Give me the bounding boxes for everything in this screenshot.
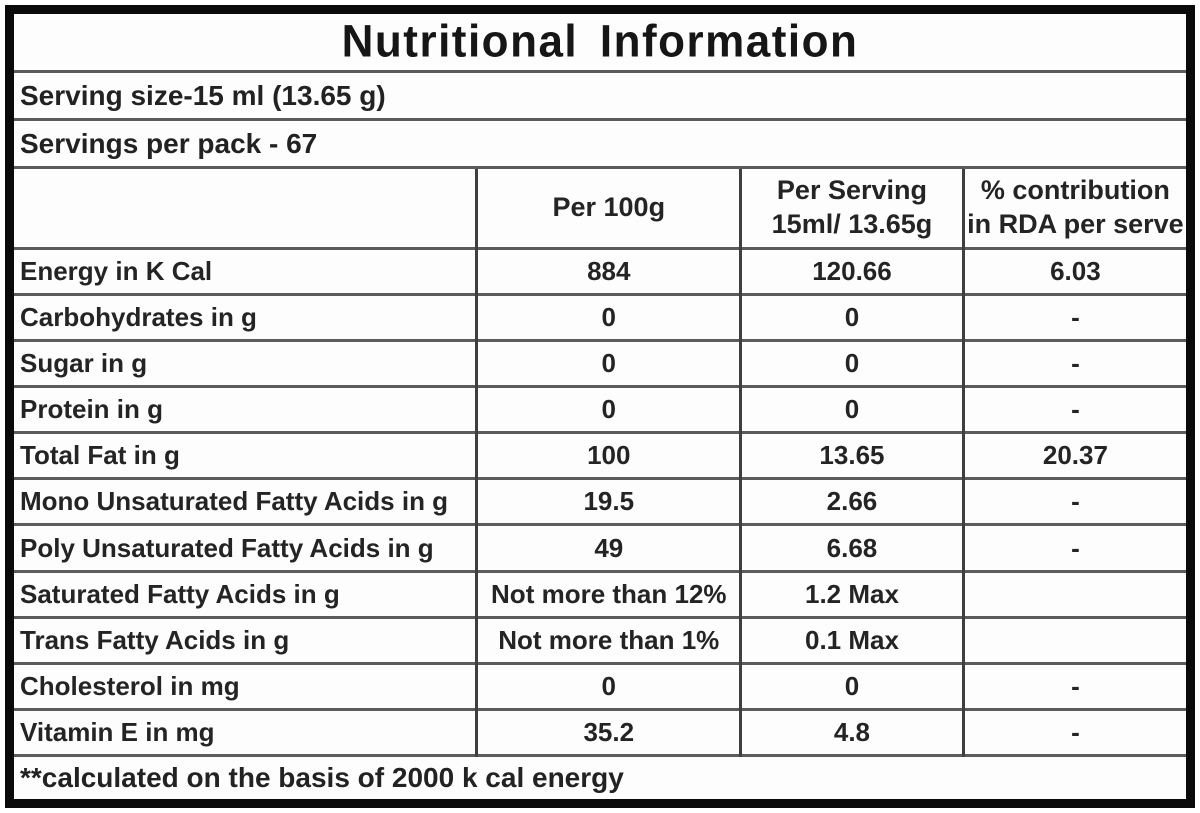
row-rda [961,569,1186,618]
nutrition-table: Per 100g Per Serving 15ml/ 13.65g % cont… [14,166,1186,799]
row-rda [961,615,1186,664]
table-row: Carbohydrates in g 0 0 - [14,293,1186,341]
row-rda: - [961,523,1186,572]
footnote-text: **calculated on the basis of 2000 k cal … [14,754,1186,799]
serving-size-text: Serving size-15 ml (13.65 g) [20,79,386,111]
footnote-row: **calculated on the basis of 2000 k cal … [14,754,1186,799]
table-row: Poly Unsaturated Fatty Acids in g 49 6.6… [14,523,1186,572]
row-label: Cholesterol in mg [14,661,477,710]
row-rda: - [961,293,1186,341]
table-row: Sugar in g 0 0 - [14,339,1186,387]
nutrition-table-body: Energy in K Cal 884 120.66 6.03 Carbohyd… [14,246,1186,756]
nutrition-table-header: Per 100g Per Serving 15ml/ 13.65g % cont… [14,166,1186,249]
row-label: Mono Unsaturated Fatty Acids in g [14,477,477,525]
table-row: Total Fat in g 100 13.65 20.37 [14,431,1186,479]
row-rda: - [961,339,1186,387]
row-rda: - [961,477,1186,525]
table-row: Saturated Fatty Acids in g Not more than… [14,569,1186,618]
row-per-serving: 13.65 [739,431,964,479]
row-label: Total Fat in g [14,431,477,479]
servings-per-pack-text: Servings per pack - 67 [20,127,318,159]
row-per-serving: 0.1 Max [739,615,964,664]
row-label: Vitamin E in mg [14,707,477,756]
table-row: Energy in K Cal 884 120.66 6.03 [14,246,1186,295]
header-rda-contribution: % contribution in RDA per serve [961,166,1186,249]
row-per-serving: 1.2 Max [739,569,964,618]
table-row: Trans Fatty Acids in g Not more than 1% … [14,615,1186,664]
row-per-100g: 0 [475,339,741,387]
row-rda: - [961,385,1186,433]
row-label: Saturated Fatty Acids in g [14,569,477,618]
row-rda: 6.03 [961,246,1186,295]
row-per-100g: Not more than 1% [475,615,741,664]
nutrition-table-footer: **calculated on the basis of 2000 k cal … [14,754,1186,799]
row-per-serving: 6.68 [739,523,964,572]
row-per-100g: Not more than 12% [475,569,741,618]
row-per-serving: 0 [739,339,964,387]
servings-per-pack-row: Servings per pack - 67 [14,118,1186,166]
nutrition-label-frame: Nutritional Information Serving size-15 … [5,5,1195,808]
row-per-serving: 0 [739,293,964,341]
row-per-100g: 49 [475,523,741,572]
row-per-100g: 100 [475,431,741,479]
table-row: Protein in g 0 0 - [14,385,1186,433]
page-title: Nutritional Information [341,16,859,67]
row-per-serving: 2.66 [739,477,964,525]
row-per-serving: 0 [739,385,964,433]
row-per-serving: 4.8 [739,707,964,756]
row-per-100g: 0 [475,661,741,710]
title-row: Nutritional Information [14,14,1186,70]
row-rda: 20.37 [961,431,1186,479]
row-label: Sugar in g [14,339,477,387]
table-row: Vitamin E in mg 35.2 4.8 - [14,707,1186,756]
row-per-serving: 120.66 [739,246,964,295]
row-rda: - [961,707,1186,756]
row-per-100g: 0 [475,293,741,341]
row-per-serving: 0 [739,661,964,710]
row-label: Carbohydrates in g [14,293,477,341]
row-per-100g: 35.2 [475,707,741,756]
row-label: Protein in g [14,385,477,433]
header-per-serving: Per Serving 15ml/ 13.65g [739,166,964,249]
row-rda: - [961,661,1186,710]
row-per-100g: 19.5 [475,477,741,525]
row-per-100g: 884 [475,246,741,295]
row-label: Poly Unsaturated Fatty Acids in g [14,523,477,572]
table-row: Cholesterol in mg 0 0 - [14,661,1186,710]
row-label: Energy in K Cal [14,246,477,295]
header-row: Per 100g Per Serving 15ml/ 13.65g % cont… [14,166,1186,249]
row-label: Trans Fatty Acids in g [14,615,477,664]
header-nutrient [14,166,477,249]
header-per-100g: Per 100g [475,166,741,249]
serving-size-row: Serving size-15 ml (13.65 g) [14,70,1186,118]
table-row: Mono Unsaturated Fatty Acids in g 19.5 2… [14,477,1186,525]
row-per-100g: 0 [475,385,741,433]
